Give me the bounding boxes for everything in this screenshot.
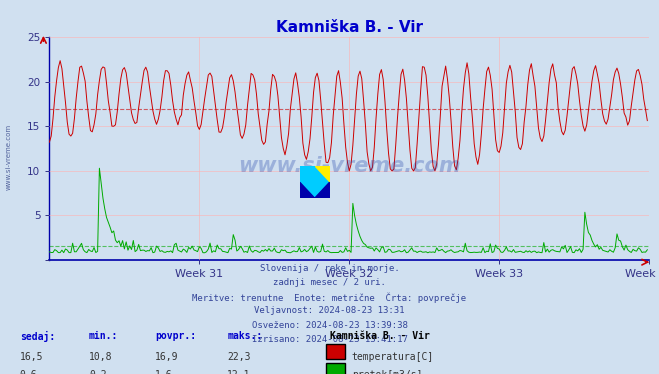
Text: 0,2: 0,2 <box>89 370 107 374</box>
Title: Kamniška B. - Vir: Kamniška B. - Vir <box>275 20 423 35</box>
Polygon shape <box>300 183 315 198</box>
Text: zadnji mesec / 2 uri.: zadnji mesec / 2 uri. <box>273 278 386 287</box>
Text: temperatura[C]: temperatura[C] <box>352 352 434 362</box>
Text: min.:: min.: <box>89 331 119 341</box>
Polygon shape <box>300 166 330 198</box>
Text: 22,3: 22,3 <box>227 352 251 362</box>
Text: 0,6: 0,6 <box>20 370 38 374</box>
Text: Slovenija / reke in morje.: Slovenija / reke in morje. <box>260 264 399 273</box>
Text: 12,1: 12,1 <box>227 370 251 374</box>
Polygon shape <box>309 183 330 198</box>
Text: Kamniška B. - Vir: Kamniška B. - Vir <box>330 331 430 341</box>
Text: Izrisano: 2024-08-23 13:41:17: Izrisano: 2024-08-23 13:41:17 <box>252 335 407 344</box>
Text: 16,9: 16,9 <box>155 352 179 362</box>
Text: www.si-vreme.com: www.si-vreme.com <box>5 124 11 190</box>
Text: 16,5: 16,5 <box>20 352 43 362</box>
Text: 1,6: 1,6 <box>155 370 173 374</box>
Text: www.si-vreme.com: www.si-vreme.com <box>238 156 461 177</box>
Text: 10,8: 10,8 <box>89 352 113 362</box>
Text: povpr.:: povpr.: <box>155 331 196 341</box>
Text: Veljavnost: 2024-08-23 13:31: Veljavnost: 2024-08-23 13:31 <box>254 306 405 315</box>
Text: pretok[m3/s]: pretok[m3/s] <box>352 370 422 374</box>
Polygon shape <box>315 166 330 183</box>
Text: sedaj:: sedaj: <box>20 331 55 342</box>
Text: Meritve: trenutne  Enote: metrične  Črta: povprečje: Meritve: trenutne Enote: metrične Črta: … <box>192 292 467 303</box>
Text: Osveženo: 2024-08-23 13:39:38: Osveženo: 2024-08-23 13:39:38 <box>252 321 407 329</box>
Text: maks.:: maks.: <box>227 331 262 341</box>
